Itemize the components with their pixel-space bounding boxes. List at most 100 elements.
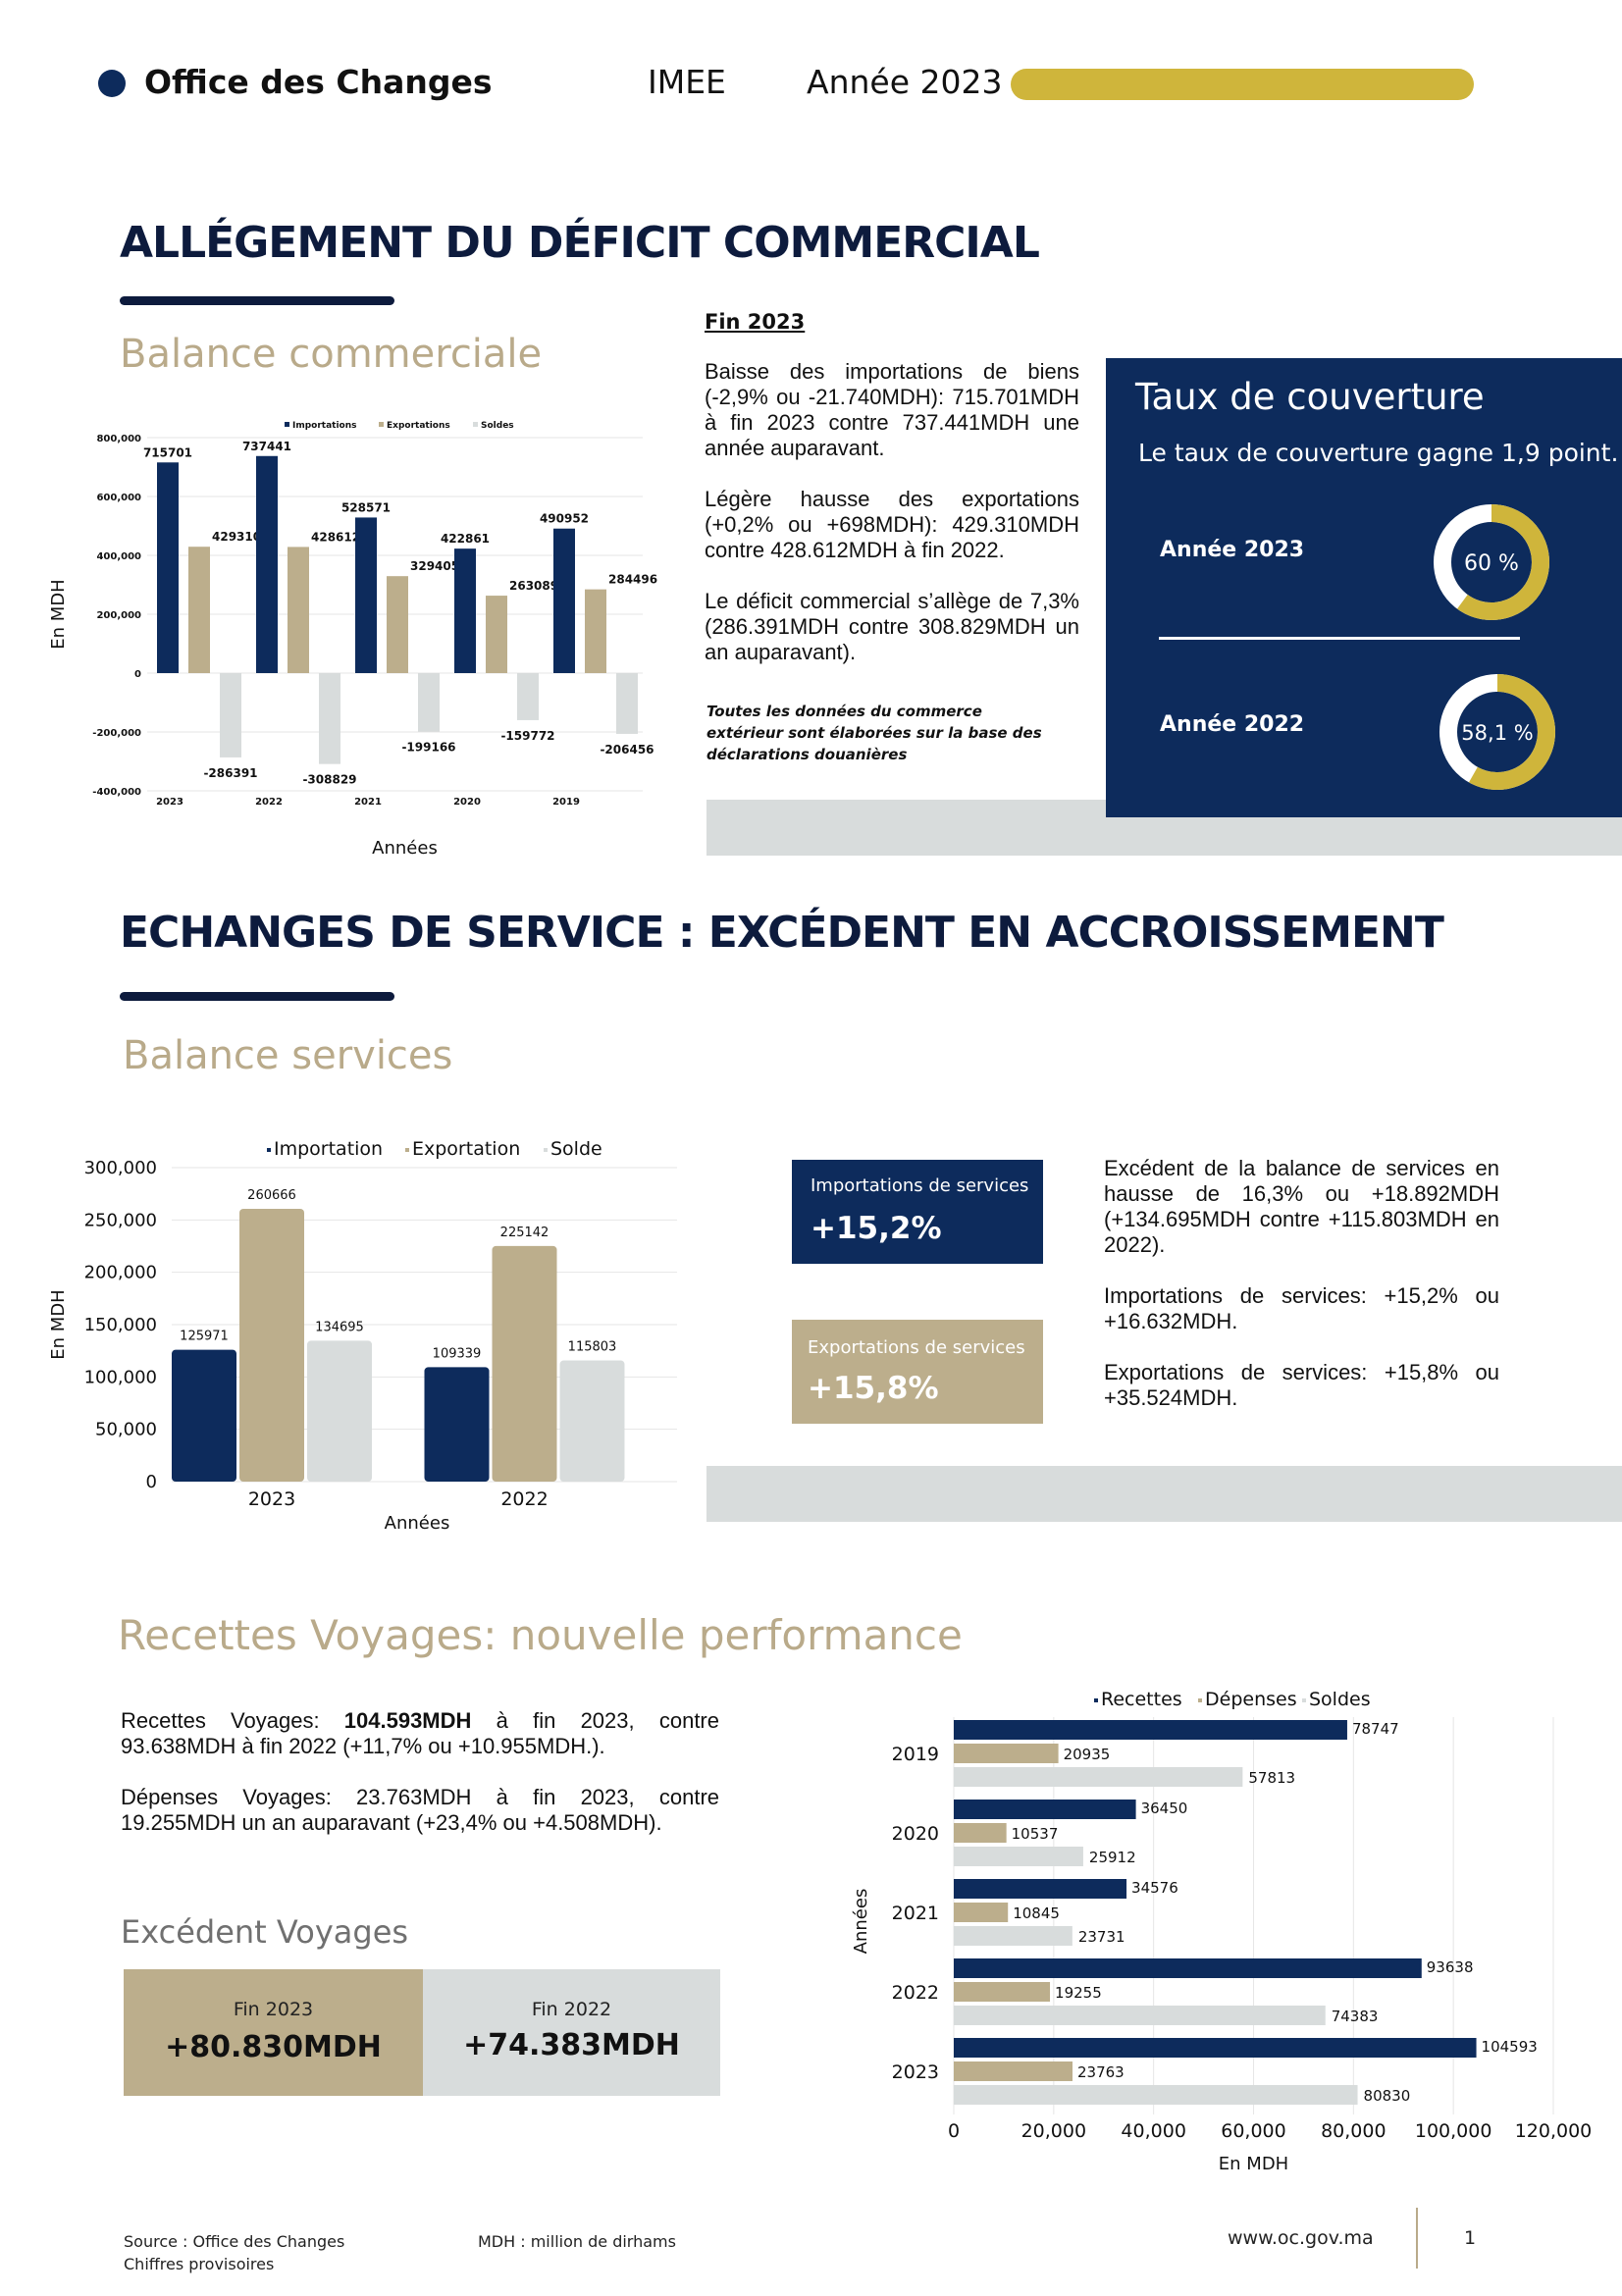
- section2-underline: [120, 992, 394, 1001]
- legend-swatch: [1198, 1698, 1202, 1702]
- bar: [954, 2038, 1477, 2058]
- data-label: 715701: [143, 445, 192, 459]
- x-tick-label: 20,000: [1021, 2120, 1086, 2142]
- footer-website[interactable]: www.oc.gov.ma: [1228, 2227, 1374, 2249]
- section1-paragraph: Baisse des importations de biens (-2,9% …: [705, 359, 1079, 460]
- y-tick-label: 2020: [892, 1823, 939, 1845]
- section2-chart-title: Balance services: [123, 1033, 453, 1078]
- x-tick-label: 80,000: [1321, 2120, 1386, 2142]
- surplus-2023-box: Fin 2023 +80.830MDH: [124, 1969, 423, 2096]
- section1-text: Baisse des importations de biens (-2,9% …: [705, 359, 1079, 691]
- bar: [585, 589, 606, 673]
- data-label: -308829: [302, 773, 356, 787]
- coverage-donut-2023: 60 %: [1434, 504, 1549, 620]
- section1-paragraph: Le déficit commercial s’allège de 7,3% (…: [705, 589, 1079, 664]
- x-tick-label: 2023: [156, 797, 183, 808]
- data-label: 57813: [1248, 1769, 1295, 1787]
- footer-divider: [1416, 2208, 1418, 2269]
- bar: [553, 528, 575, 673]
- data-label: 109339: [433, 1346, 482, 1361]
- legend-label: Solde: [550, 1138, 602, 1160]
- coverage-label-2023: Année 2023: [1160, 538, 1305, 562]
- travel-receipts-label: Recettes Voyages:: [121, 1708, 344, 1733]
- bar: [616, 673, 638, 734]
- x-tick-label: 100,000: [1415, 2120, 1492, 2142]
- bar: [188, 547, 210, 673]
- bar: [157, 462, 179, 673]
- x-tick-label: 120,000: [1515, 2120, 1593, 2142]
- legend-swatch: [544, 1148, 548, 1152]
- bar: [954, 1744, 1059, 1763]
- bar: [319, 673, 340, 764]
- y-tick-label: 2019: [892, 1744, 939, 1765]
- section1-text-title: Fin 2023: [705, 310, 806, 334]
- bar: [954, 1800, 1136, 1819]
- bar: [954, 2061, 1073, 2081]
- section3-text: Recettes Voyages: 104.593MDH à fin 2023,…: [121, 1708, 719, 1861]
- legend-swatch: [379, 422, 384, 427]
- data-label: 19255: [1055, 1984, 1102, 2002]
- y-tick-label: 2023: [892, 2061, 939, 2083]
- section2-paragraph: Exportations de services: +15,8% ou +35.…: [1104, 1360, 1499, 1410]
- page-number: 1: [1464, 2227, 1477, 2249]
- data-label: -286391: [203, 766, 257, 780]
- y-tick-label: -200,000: [92, 728, 141, 739]
- bar: [418, 673, 440, 732]
- section2-paragraph: Excédent de la balance de services en ha…: [1104, 1156, 1499, 1257]
- data-label: 80830: [1364, 2087, 1411, 2105]
- y-axis-title: En MDH: [48, 579, 69, 649]
- section2-title: ECHANGES DE SERVICE : EXCÉDENT EN ACCROI…: [120, 908, 1444, 958]
- bar: [954, 1823, 1007, 1843]
- data-label: 134695: [315, 1320, 364, 1334]
- legend-label: Importations: [292, 421, 357, 431]
- legend-label: Soldes: [481, 421, 514, 431]
- data-label: 528571: [341, 500, 391, 514]
- section1-note: Toutes les données du commerce extérieur…: [706, 703, 1042, 763]
- coverage-divider: [1159, 637, 1520, 640]
- footer-unit-note: MDH : million de dirhams: [478, 2232, 676, 2251]
- y-tick-label: 150,000: [84, 1315, 157, 1335]
- bar: [220, 673, 241, 757]
- data-label: 428612: [311, 530, 360, 544]
- org-name: Office des Changes: [144, 63, 493, 101]
- data-label: 34576: [1131, 1879, 1178, 1897]
- section1-title: ALLÉGEMENT DU DÉFICIT COMMERCIAL: [120, 218, 1040, 268]
- data-label: 10845: [1013, 1905, 1060, 1922]
- y-tick-label: 600,000: [96, 493, 141, 503]
- bar: [954, 1720, 1347, 1740]
- bar: [954, 2085, 1358, 2105]
- bar: [424, 1367, 490, 1482]
- bar: [559, 1360, 625, 1482]
- data-label: 10537: [1012, 1825, 1059, 1843]
- bar: [492, 1245, 557, 1482]
- bar: [387, 576, 408, 673]
- y-tick-label: 50,000: [95, 1420, 157, 1440]
- surplus-title: Excédent Voyages: [121, 1913, 409, 1951]
- services-balance-chart: 300,000 250,000 200,000 150,000 100,000 50,00…: [48, 1138, 677, 1534]
- y-tick-label: 0: [146, 1472, 157, 1492]
- x-tick-label: 2022: [255, 797, 283, 808]
- x-tick-label: 2021: [354, 797, 382, 808]
- bar: [954, 2006, 1326, 2025]
- coverage-value-2023: 60 %: [1464, 551, 1519, 576]
- legend-swatch: [267, 1148, 271, 1152]
- bar: [239, 1208, 304, 1482]
- travel-chart: 0 20,000 40,000 60,000 80,000 100,000 120,000 E…: [851, 1689, 1593, 2174]
- export-services-label: Exportations de services: [808, 1337, 1025, 1358]
- data-label: 125971: [180, 1330, 229, 1344]
- coverage-subtitle: Le taux de couverture gagne 1,9 point.: [1138, 439, 1619, 467]
- data-label: 74383: [1332, 2008, 1379, 2025]
- y-tick-label: 200,000: [84, 1263, 157, 1283]
- data-label: 260666: [247, 1188, 296, 1203]
- surplus-2022-value: +74.383MDH: [463, 2028, 680, 2062]
- y-tick-label: 2021: [892, 1903, 939, 1924]
- x-tick-label: 60,000: [1221, 2120, 1285, 2142]
- section2-text: Excédent de la balance de services en ha…: [1104, 1156, 1499, 1436]
- data-label: 23731: [1078, 1928, 1125, 1946]
- report-code: IMEE: [648, 63, 726, 101]
- section3-title: Recettes Voyages: nouvelle performance: [118, 1611, 963, 1659]
- logo-dot-icon: [98, 70, 126, 97]
- data-label: 263089: [509, 579, 558, 593]
- x-tick-label: 2019: [552, 797, 580, 808]
- data-label: 36450: [1141, 1800, 1188, 1817]
